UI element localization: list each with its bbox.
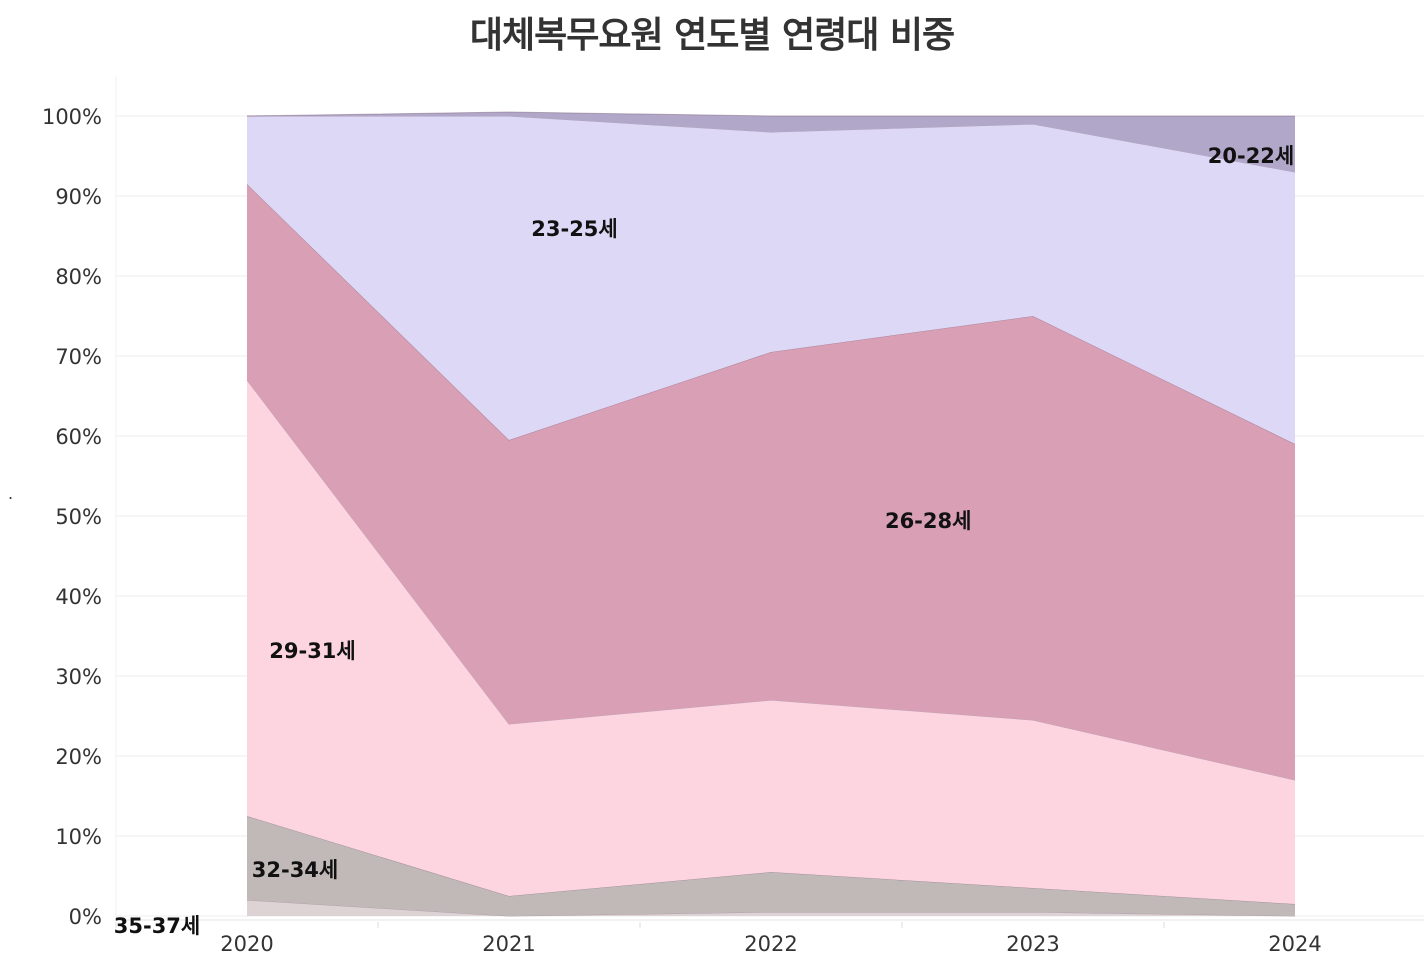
y-tick-label: 80% bbox=[55, 265, 102, 289]
y-tick-label: 0% bbox=[69, 905, 102, 929]
y-tick-label: 30% bbox=[55, 665, 102, 689]
area-32-34[interactable] bbox=[247, 816, 1295, 916]
y-tick-label: 70% bbox=[55, 345, 102, 369]
x-axis-ticks: 2020 2021 2022 2023 2024 bbox=[115, 922, 1322, 956]
area-29-31[interactable] bbox=[247, 380, 1295, 904]
y-tick-label: 90% bbox=[55, 185, 102, 209]
area-label-20-22: 20-22세 bbox=[1208, 144, 1294, 168]
area-20-22[interactable] bbox=[247, 112, 1295, 172]
area-label-26-28: 26-28세 bbox=[885, 509, 971, 533]
area-series bbox=[246, 111, 1296, 917]
area-edge-20-22 bbox=[246, 111, 1295, 117]
y-axis-label: . bbox=[8, 484, 14, 503]
x-tick-label: 2022 bbox=[744, 932, 797, 956]
x-tick-label: 2023 bbox=[1006, 932, 1059, 956]
area-labels: 35-37세 32-34세 29-31세 26-28세 23-25세 20-22세 bbox=[114, 144, 1294, 938]
x-tick-label: 2021 bbox=[482, 932, 535, 956]
area-label-32-34: 32-34세 bbox=[252, 858, 338, 882]
y-tick-label: 60% bbox=[55, 425, 102, 449]
y-tick-label: 10% bbox=[55, 825, 102, 849]
area-23-25[interactable] bbox=[247, 116, 1295, 444]
area-26-28[interactable] bbox=[247, 184, 1295, 780]
area-label-23-25: 23-25세 bbox=[531, 217, 617, 241]
area-label-29-31: 29-31세 bbox=[269, 639, 355, 663]
chart-title: 대체복무요원 연도별 연령대 비중 bbox=[469, 15, 955, 56]
y-axis-ticks: 0% 10% 20% 30% 40% 50% 60% 70% 80% 90% 100% bbox=[42, 105, 102, 929]
x-tick-label: 2020 bbox=[220, 932, 273, 956]
x-tick-label: 2024 bbox=[1268, 932, 1321, 956]
y-tick-label: 20% bbox=[55, 745, 102, 769]
y-tick-label: 40% bbox=[55, 585, 102, 609]
y-tick-label: 100% bbox=[42, 105, 102, 129]
area-label-35-37: 35-37세 bbox=[114, 914, 200, 938]
y-tick-label: 50% bbox=[55, 505, 102, 529]
